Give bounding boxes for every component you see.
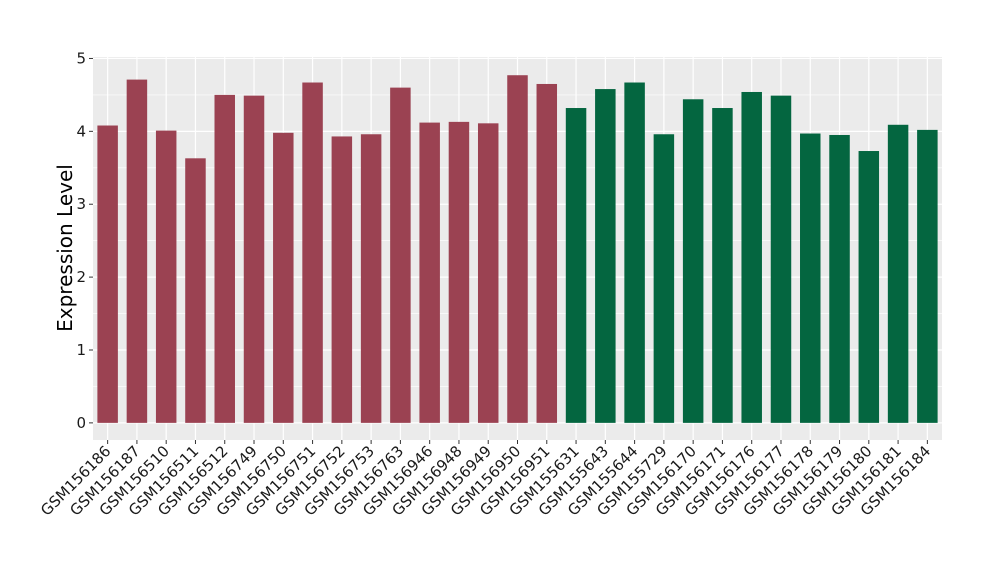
bar-GSM156753 (360, 134, 382, 423)
bar-GSM156181 (887, 124, 909, 423)
bar-GSM156177 (770, 95, 792, 423)
bar-GSM156180 (858, 151, 880, 423)
bar-GSM156510 (155, 130, 177, 423)
bar-GSM156750 (273, 132, 294, 423)
bar-GSM156186 (97, 125, 118, 423)
bar-GSM156184 (917, 129, 938, 423)
y-tick-label: 2 (76, 268, 86, 286)
bar-GSM156176 (741, 91, 762, 423)
y-axis-title: Expression Level (53, 164, 77, 332)
x-axis: GSM156186GSM156187GSM156510GSM156511GSM1… (37, 440, 934, 519)
y-tick-label: 0 (76, 414, 86, 432)
y-axis: 0 1 2 3 4 5 (76, 49, 93, 432)
bar-GSM155729 (653, 134, 675, 423)
bar-GSM156179 (829, 134, 850, 423)
y-tick-label: 5 (76, 49, 86, 67)
bars (97, 75, 938, 423)
bar-GSM155644 (624, 82, 645, 423)
bar-GSM155631 (565, 108, 587, 423)
bar-GSM156751 (302, 82, 323, 423)
bar-GSM156512 (214, 94, 235, 423)
bar-GSM156178 (800, 133, 821, 423)
bar-GSM156752 (331, 136, 353, 423)
bar-GSM156187 (126, 79, 148, 423)
bar-GSM156951 (536, 83, 558, 423)
bar-GSM156511 (185, 158, 206, 423)
bar-GSM156950 (507, 75, 528, 423)
bar-GSM155643 (595, 89, 616, 423)
bar-GSM156749 (243, 95, 265, 423)
bar-GSM156948 (448, 121, 470, 423)
y-tick-label: 1 (76, 341, 86, 359)
y-tick-label: 4 (76, 122, 86, 140)
bar-GSM156171 (712, 108, 733, 423)
bar-GSM156170 (682, 99, 704, 423)
y-tick-label: 3 (76, 195, 86, 213)
bar-GSM156949 (477, 123, 499, 423)
bar-GSM156946 (419, 122, 440, 423)
bar-GSM156763 (390, 87, 411, 423)
